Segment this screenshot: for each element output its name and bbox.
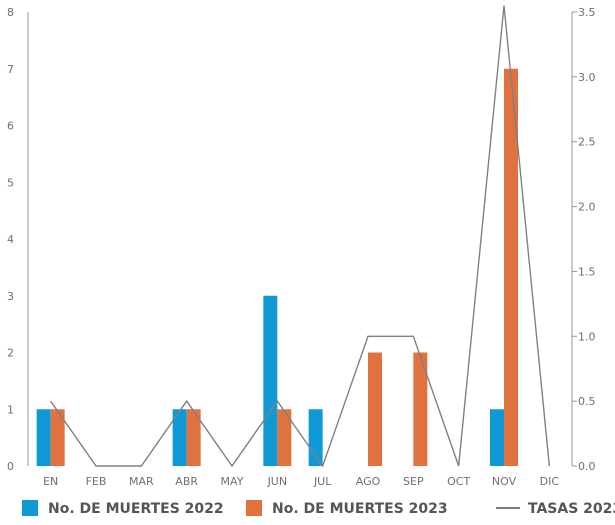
right-tick-label: 3.0	[578, 71, 596, 84]
right-axis: 0.0 0.5 1.0 1.5 2.0 2.5 3.0 3.5	[571, 6, 596, 473]
legend-label: TASAS 2023	[528, 501, 615, 517]
x-tick-label: FEB	[86, 475, 107, 488]
x-tick-label: MAR	[129, 475, 154, 488]
legend-label: No. DE MUERTES 2023	[272, 501, 448, 517]
bar	[308, 409, 323, 466]
x-axis: EN FEB MAR ABR MAY JUN JUL AGO SEP OCT NOV DIC	[43, 475, 559, 488]
right-tick-label: 2.5	[578, 136, 596, 149]
bar	[277, 409, 292, 466]
x-tick-label: JUN	[267, 475, 288, 488]
bar	[172, 409, 187, 466]
left-tick-label: 4	[7, 233, 14, 246]
legend-label: No. DE MUERTES 2022	[48, 501, 224, 517]
x-tick-label: AGO	[356, 475, 381, 488]
right-tick-label: 2.0	[578, 201, 596, 214]
bar	[413, 352, 428, 466]
legend: No. DE MUERTES 2022 No. DE MUERTES 2023 TA…	[22, 500, 615, 517]
right-tick-label: 1.5	[578, 265, 596, 278]
line-series	[50, 5, 551, 468]
bar	[490, 409, 504, 466]
x-tick-label: OCT	[447, 475, 470, 488]
right-tick-label: 3.5	[578, 6, 596, 19]
right-tick-label: 0.0	[578, 460, 596, 473]
left-tick-label: 2	[7, 347, 14, 360]
bars	[36, 68, 518, 466]
left-tick-label: 1	[7, 403, 14, 416]
x-tick-label: SEP	[403, 475, 424, 488]
x-tick-label: ABR	[175, 475, 198, 488]
left-tick-label: 5	[7, 176, 14, 189]
x-tick-label: MAY	[221, 475, 244, 488]
left-tick-label: 3	[7, 290, 14, 303]
line-layer	[50, 5, 551, 468]
bar	[263, 295, 278, 466]
right-tick-label: 0.5	[578, 395, 596, 408]
bar	[186, 409, 201, 466]
legend-swatch	[22, 500, 38, 516]
x-tick-label: EN	[43, 475, 58, 488]
left-tick-label: 0	[7, 460, 14, 473]
x-tick-label: JUL	[313, 475, 332, 488]
x-tick-label: DIC	[540, 475, 560, 488]
bar	[36, 409, 51, 466]
left-tick-label: 6	[7, 120, 14, 133]
bar	[504, 68, 518, 466]
left-axis: 0 1 2 3 4 5 6 7 8	[7, 6, 29, 473]
legend-swatch	[246, 500, 262, 516]
x-tick-label: NOV	[492, 475, 517, 488]
bar	[368, 352, 382, 466]
left-tick-label: 7	[7, 63, 14, 76]
left-tick-label: 8	[7, 6, 14, 19]
bar	[50, 409, 65, 466]
right-tick-label: 1.0	[578, 330, 596, 343]
